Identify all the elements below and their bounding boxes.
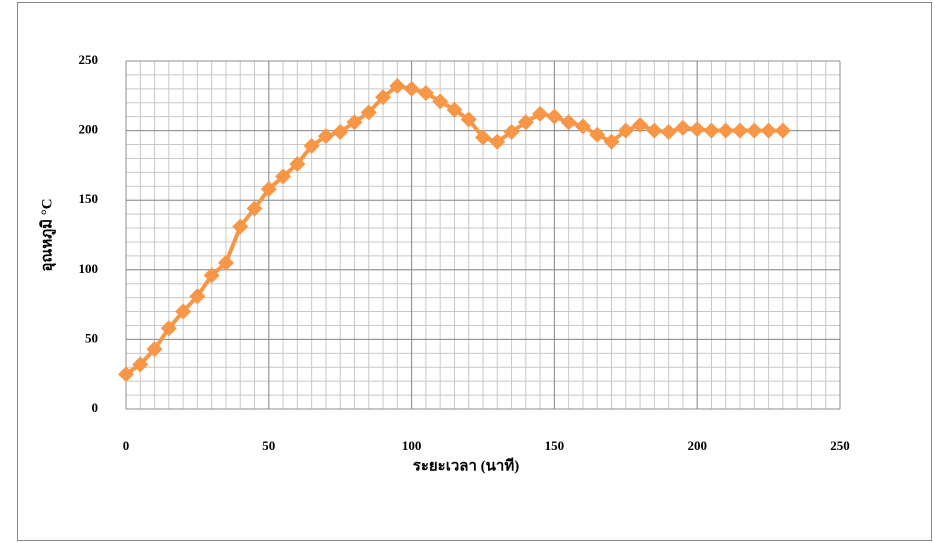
data-point (446, 101, 463, 118)
data-point (332, 123, 349, 140)
data-point (232, 218, 249, 235)
data-point (417, 85, 434, 102)
data-point (746, 122, 763, 139)
data-point (574, 118, 591, 135)
data-point (118, 366, 134, 383)
data-point (532, 105, 549, 122)
chart-border (17, 2, 932, 541)
data-point (246, 200, 263, 217)
x-tick-label: 150 (545, 438, 565, 453)
data-point (389, 78, 406, 95)
y-tick-label: 0 (92, 400, 99, 415)
y-tick-label: 200 (79, 122, 99, 137)
x-tick-label: 200 (687, 438, 707, 453)
data-point (403, 80, 420, 97)
data-point (717, 122, 734, 139)
data-point (217, 254, 234, 271)
x-axis-label: ระยะเวลา (นาที) (413, 457, 519, 474)
data-point (646, 122, 663, 139)
data-point (289, 156, 306, 173)
x-tick-label: 50 (262, 438, 275, 453)
y-tick-label: 100 (79, 261, 99, 276)
data-point (503, 123, 520, 140)
x-tick-label: 0 (123, 438, 130, 453)
data-point (632, 117, 649, 134)
y-axis-label: อุณหภูมิ °C (37, 198, 56, 271)
data-point (617, 122, 634, 139)
data-point (546, 108, 563, 125)
data-point (360, 104, 377, 121)
data-point (375, 89, 392, 106)
x-tick-label: 250 (830, 438, 850, 453)
data-point (774, 122, 791, 139)
data-point (160, 320, 177, 337)
y-tick-label: 150 (79, 191, 99, 206)
data-point (475, 129, 491, 146)
data-point (203, 267, 220, 284)
data-point (517, 114, 534, 131)
data-point (317, 128, 334, 145)
y-tick-label: 50 (85, 330, 98, 345)
data-point (260, 181, 277, 198)
data-point (275, 168, 292, 185)
data-point (303, 137, 320, 154)
data-point (603, 133, 620, 150)
data-point (660, 123, 677, 140)
data-point (732, 122, 749, 139)
data-point (489, 133, 506, 150)
data-point (589, 126, 606, 143)
data-point (175, 303, 192, 320)
data-point (432, 93, 449, 110)
data-point (132, 356, 149, 373)
data-point (689, 121, 706, 138)
data-point (146, 341, 163, 358)
data-point (760, 122, 777, 139)
data-point (560, 114, 577, 131)
x-tick-label: 100 (402, 438, 422, 453)
y-tick-label: 250 (79, 52, 99, 67)
data-point (460, 111, 477, 128)
data-point (674, 119, 691, 136)
data-point (703, 122, 720, 139)
data-point (189, 288, 206, 305)
data-point (346, 114, 363, 131)
